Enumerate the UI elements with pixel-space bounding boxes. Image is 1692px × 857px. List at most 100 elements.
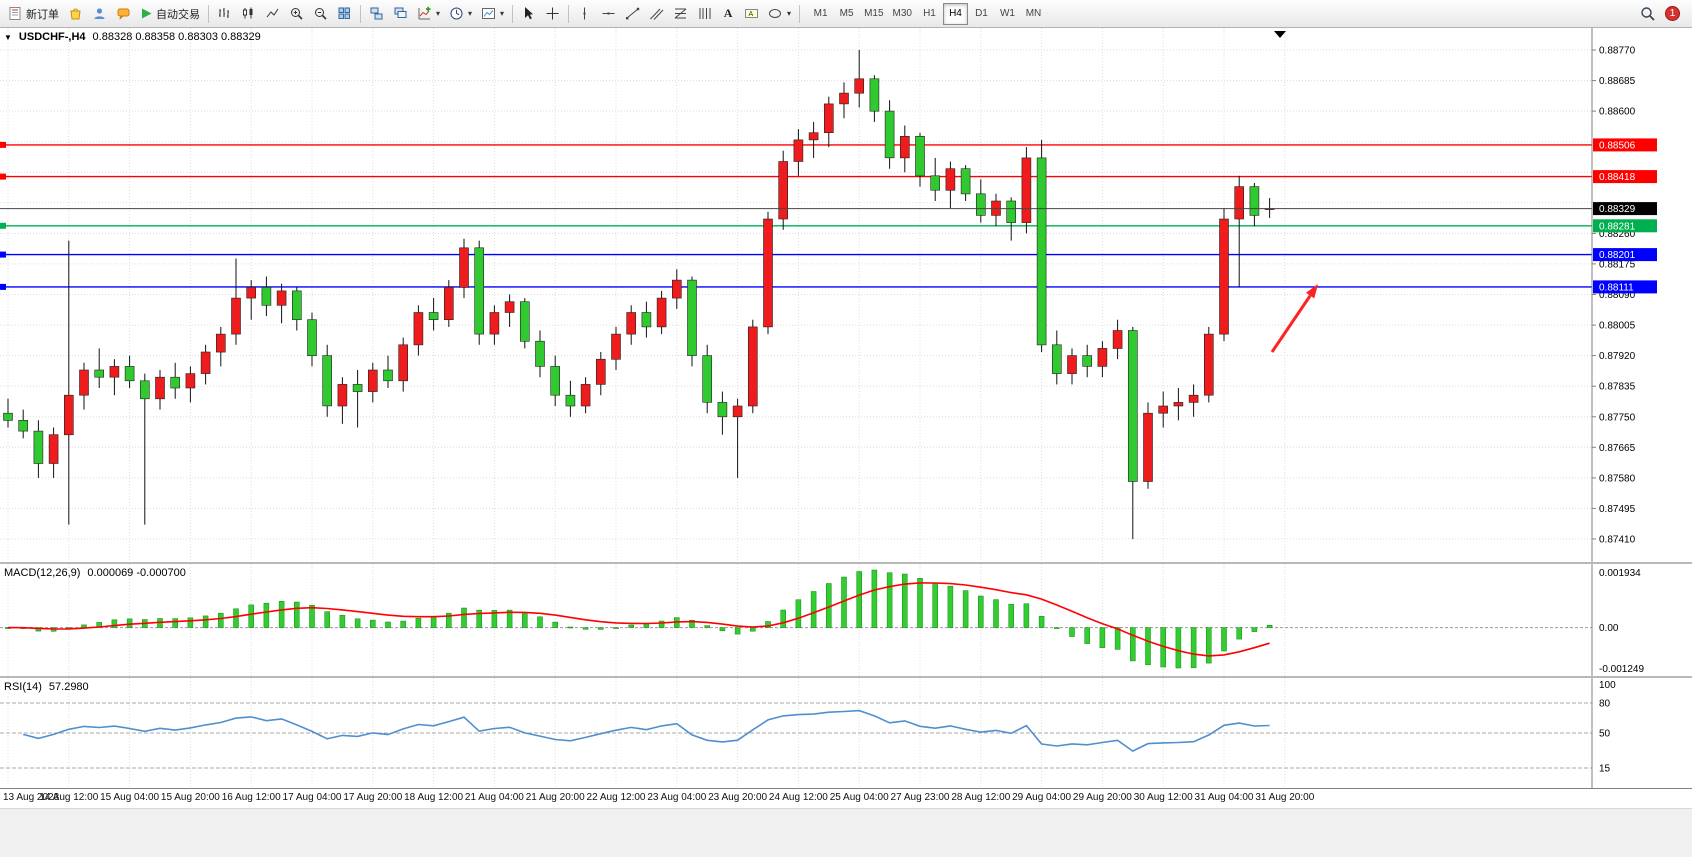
vertical-line-tool-button[interactable] xyxy=(573,3,596,25)
grid-layer xyxy=(7,678,1286,788)
template-chart-icon xyxy=(481,6,496,21)
mql5-chat-button[interactable] xyxy=(112,3,135,25)
time-axis-label: 29 Aug 04:00 xyxy=(1012,792,1072,803)
bar-chart-mode-button[interactable] xyxy=(213,3,236,25)
price-axis[interactable]: 0.88770 0.88685 0.88600 0.88260 0.88175 0.880… xyxy=(1591,28,1657,562)
horizontal-line-tool-button[interactable] xyxy=(597,3,620,25)
candle xyxy=(367,369,378,392)
zoom-out-button[interactable] xyxy=(309,3,332,25)
mql5-market-button[interactable] xyxy=(64,3,87,25)
one-click-trading-toggle[interactable]: ▼ xyxy=(4,33,12,42)
svg-text:-0.001249: -0.001249 xyxy=(1599,664,1644,675)
candle xyxy=(216,333,226,353)
cursor-button[interactable] xyxy=(517,3,540,25)
notification-badge[interactable]: 1 xyxy=(1665,6,1680,21)
trendline-tool-button[interactable] xyxy=(621,3,644,25)
time-axis-label: 24 Aug 12:00 xyxy=(768,792,828,803)
timeframe-m1-button[interactable]: M1 xyxy=(808,3,833,25)
timeframe-m30-button[interactable]: M30 xyxy=(889,3,916,25)
cascade-windows-button[interactable] xyxy=(389,3,412,25)
search-button[interactable] xyxy=(1636,3,1660,25)
candle xyxy=(671,279,682,299)
timeframe-m5-button[interactable]: M5 xyxy=(834,3,859,25)
mql5-profile-button[interactable] xyxy=(88,3,111,25)
candle xyxy=(763,218,773,328)
candlestick-mode-button[interactable] xyxy=(237,3,260,25)
indicators-button[interactable]: ▾ xyxy=(413,3,444,25)
text-tool-button[interactable]: A xyxy=(717,3,739,25)
time-axis-label: 15 Aug 04:00 xyxy=(100,792,160,803)
candle xyxy=(1234,186,1244,220)
timeframe-d1-button[interactable]: D1 xyxy=(969,3,994,25)
new-order-button[interactable]: 新订单 xyxy=(4,3,63,25)
candle xyxy=(808,132,819,141)
tile-windows-button[interactable] xyxy=(333,3,356,25)
candle xyxy=(565,394,576,407)
timeframe-h1-button[interactable]: H1 xyxy=(917,3,942,25)
time-axis[interactable]: 13 Aug 2023 14 Aug 12:00 15 Aug 04:00 15 Au… xyxy=(0,788,1692,808)
candlestick-icon xyxy=(241,6,256,21)
panel-divider[interactable] xyxy=(0,562,1692,564)
time-axis-label: 23 Aug 04:00 xyxy=(647,792,707,803)
candle xyxy=(884,110,895,159)
timeframe-m15-button[interactable]: M15 xyxy=(860,3,887,25)
rsi-line xyxy=(22,709,1270,753)
line-chart-mode-button[interactable] xyxy=(261,3,284,25)
candle xyxy=(1036,157,1047,346)
channel-tool-button[interactable] xyxy=(645,3,668,25)
candle xyxy=(1082,355,1092,367)
timeframe-h4-button[interactable]: H4 xyxy=(942,2,968,25)
horizontal-level-lines[interactable] xyxy=(0,141,1592,290)
templates-button[interactable]: ▾ xyxy=(477,3,508,25)
dropdown-arrow-icon: ▾ xyxy=(436,9,441,18)
dropdown-arrow-icon: ▾ xyxy=(787,9,792,18)
cycle-lines-tool-button[interactable] xyxy=(693,3,716,25)
tile-windows-icon xyxy=(337,6,352,21)
candle xyxy=(747,326,758,407)
svg-text:80: 80 xyxy=(1599,699,1611,710)
candle xyxy=(1067,355,1077,374)
text-label-tool-button[interactable]: A xyxy=(740,3,763,25)
candle xyxy=(79,369,89,396)
svg-text:0.88770: 0.88770 xyxy=(1599,46,1636,57)
cursor-arrow-icon xyxy=(521,6,536,21)
candle xyxy=(155,376,165,400)
crosshair-button[interactable] xyxy=(541,3,564,25)
chart-shift-marker[interactable] xyxy=(1274,31,1286,38)
chat-bubble-icon xyxy=(116,6,131,21)
panel-divider[interactable] xyxy=(0,676,1692,678)
time-axis-label: 30 Aug 12:00 xyxy=(1133,792,1193,803)
timeframe-w1-button[interactable]: W1 xyxy=(995,3,1020,25)
timeframe-mn-button[interactable]: MN xyxy=(1021,3,1046,25)
shapes-tool-button[interactable]: ▾ xyxy=(764,3,795,25)
equidistant-channel-icon xyxy=(649,6,664,21)
toolbar: 新订单 自动交易 xyxy=(0,0,1692,28)
rsi-chart[interactable]: 100 80 50 15 xyxy=(0,678,1692,788)
svg-text:0.87665: 0.87665 xyxy=(1599,443,1636,454)
main-chart[interactable]: 0.88770 0.88685 0.88600 0.88260 0.88175 0.880… xyxy=(0,28,1692,562)
periods-button[interactable]: ▾ xyxy=(445,3,476,25)
candle xyxy=(64,394,74,436)
candle xyxy=(140,380,150,400)
svg-text:0.88506: 0.88506 xyxy=(1599,140,1636,151)
candle xyxy=(1249,186,1260,216)
arrange-windows-icon xyxy=(369,6,384,21)
time-axis-label: 16 Aug 12:00 xyxy=(221,792,281,803)
time-axis-label: 23 Aug 20:00 xyxy=(708,792,768,803)
shapes-ellipse-icon xyxy=(768,6,783,21)
price-tag: 0.88418 xyxy=(1593,170,1657,184)
candle xyxy=(474,247,485,335)
macd-chart[interactable]: 0.001934 0.00 -0.001249 xyxy=(0,564,1692,676)
candle xyxy=(823,103,834,134)
auto-trading-button[interactable]: 自动交易 xyxy=(136,3,204,25)
toolbar-separator xyxy=(360,4,361,23)
zoom-in-button[interactable] xyxy=(285,3,308,25)
candle xyxy=(337,384,348,407)
svg-text:A: A xyxy=(749,11,754,18)
candle xyxy=(109,366,120,378)
candle xyxy=(550,366,561,396)
fibonacci-tool-button[interactable] xyxy=(669,3,692,25)
arrange-windows-button[interactable] xyxy=(365,3,388,25)
candle xyxy=(489,312,500,335)
arrow-annotation[interactable] xyxy=(1270,284,1318,353)
